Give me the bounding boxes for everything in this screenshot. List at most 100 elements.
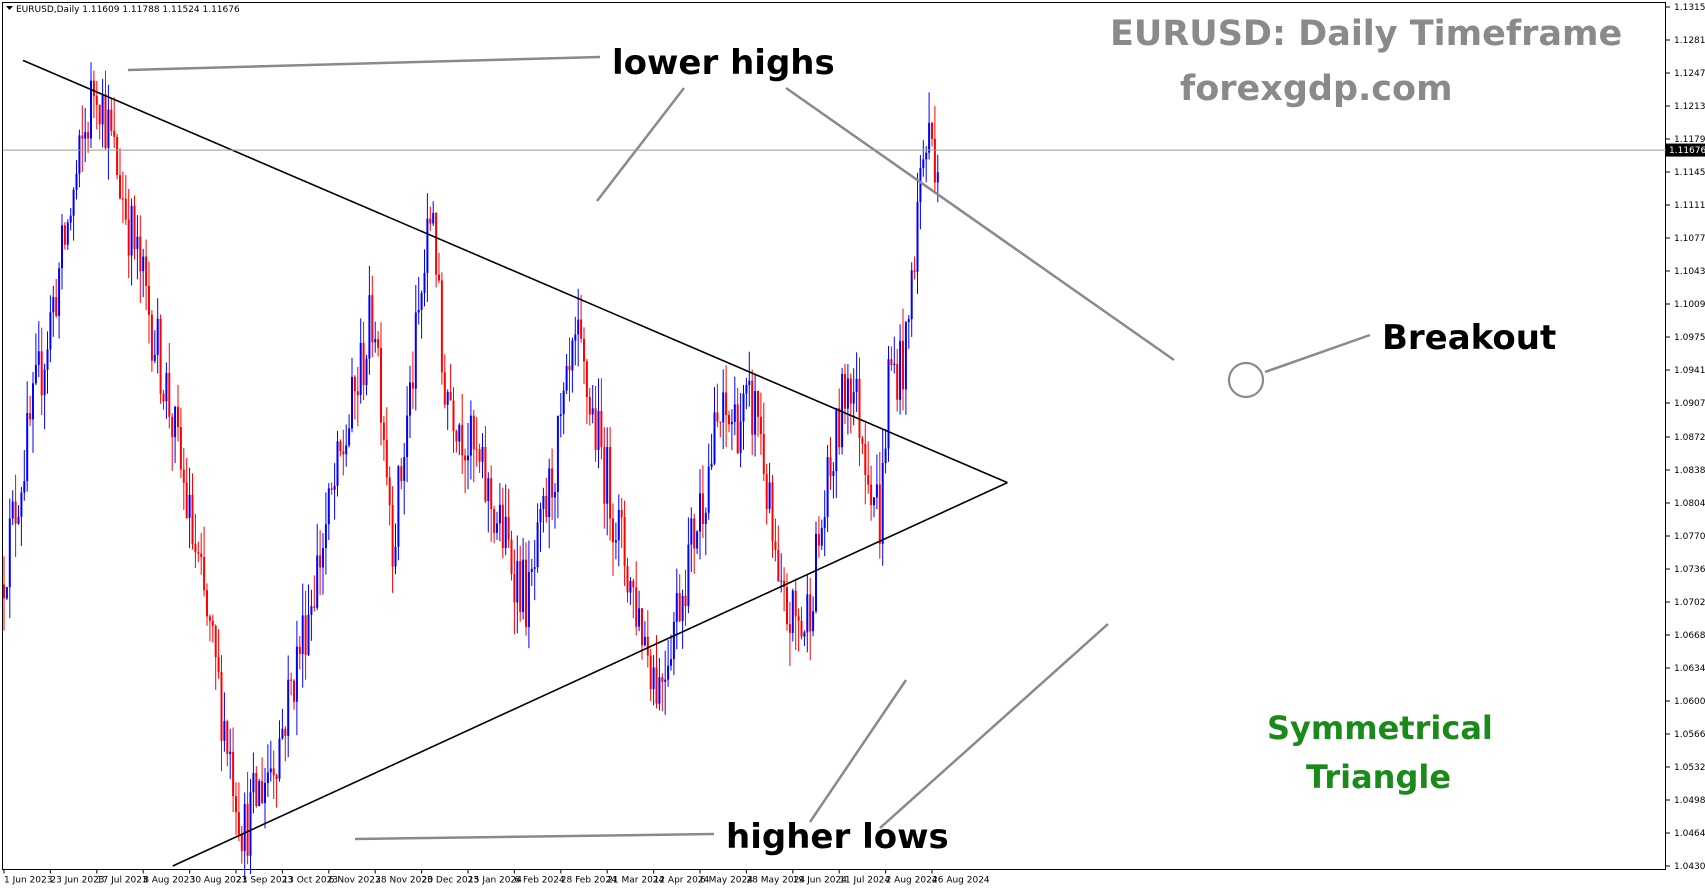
- time-tick-label: 23 Jun 2023: [50, 876, 104, 886]
- candle-body: [858, 378, 861, 439]
- candle: [351, 357, 353, 433]
- candle: [713, 387, 716, 466]
- candle: [168, 343, 171, 429]
- candle-body: [90, 80, 92, 139]
- candle: [159, 314, 162, 404]
- pattern-label-line2: Triangle: [1306, 758, 1451, 796]
- candle: [420, 290, 423, 339]
- candle-body: [565, 365, 568, 391]
- candle-body: [907, 319, 910, 323]
- candle-body: [701, 493, 704, 525]
- pointer-lower-high-2: [596, 87, 685, 202]
- candle: [875, 454, 878, 510]
- candle-body: [623, 517, 626, 567]
- candle: [293, 679, 295, 710]
- candle: [313, 575, 316, 612]
- candle: [365, 354, 368, 396]
- candle-body: [469, 415, 472, 456]
- candle-body: [736, 404, 739, 454]
- candle-body: [583, 338, 585, 362]
- trendline-upper[interactable]: [22, 59, 1008, 484]
- price-tick-label: 1.06000: [1674, 697, 1705, 707]
- candle-body: [58, 268, 61, 316]
- candle-body: [307, 614, 310, 655]
- candle: [380, 322, 382, 446]
- price-tick-label: 1.11450: [1674, 168, 1705, 178]
- candle-body: [153, 354, 156, 361]
- price-tick-label: 1.04300: [1674, 862, 1705, 872]
- candle: [484, 426, 487, 503]
- candle: [774, 518, 777, 562]
- candle-body: [258, 781, 261, 807]
- candle-body: [600, 410, 603, 448]
- candle-body: [855, 378, 858, 393]
- candle-body: [606, 447, 609, 504]
- time-tick-label: 6 Nov 2023: [329, 876, 381, 886]
- candle-body: [426, 218, 429, 273]
- candle-body: [324, 524, 327, 549]
- candle: [585, 358, 588, 425]
- candle-body: [11, 501, 14, 519]
- candle: [852, 368, 855, 426]
- candle-body: [545, 495, 548, 517]
- candle-body: [687, 544, 690, 607]
- candle: [742, 384, 745, 450]
- candle-body: [542, 495, 545, 509]
- candle: [156, 298, 159, 374]
- candle-body: [142, 256, 145, 272]
- candle-body: [870, 484, 873, 506]
- candle-body: [61, 225, 63, 269]
- candle: [759, 392, 762, 455]
- candle: [861, 436, 864, 455]
- candle: [928, 92, 931, 160]
- dropdown-triangle-icon[interactable]: [6, 6, 13, 10]
- candle: [786, 573, 788, 631]
- candle-body: [52, 297, 55, 313]
- candle-body: [467, 455, 469, 461]
- price-tick-label: 1.04980: [1674, 796, 1705, 806]
- candle-body: [649, 655, 652, 690]
- candle-body: [365, 358, 368, 386]
- candle: [298, 636, 301, 670]
- candle: [252, 752, 255, 814]
- candle-body: [904, 322, 907, 390]
- candle-body: [336, 441, 339, 486]
- candle: [278, 720, 281, 782]
- candle-body: [658, 677, 661, 704]
- candle-body: [936, 172, 939, 183]
- candle: [61, 213, 63, 290]
- candle: [43, 363, 46, 430]
- candle-body: [507, 516, 510, 540]
- trendline-lower[interactable]: [172, 481, 1008, 867]
- candle-body: [255, 773, 258, 807]
- candle-body: [194, 544, 197, 553]
- candle: [452, 387, 455, 453]
- candle: [345, 424, 348, 467]
- candle: [127, 188, 130, 279]
- candle-body: [382, 422, 385, 440]
- candle: [475, 416, 478, 467]
- candle: [826, 444, 829, 532]
- candle: [600, 378, 603, 460]
- candle-body: [878, 484, 881, 544]
- candle-body: [693, 518, 696, 549]
- candle: [150, 310, 153, 372]
- candle: [493, 505, 496, 544]
- pointer-breakout: [1264, 333, 1371, 374]
- candle-body: [182, 469, 185, 483]
- candle: [200, 532, 203, 575]
- candle-body: [481, 446, 484, 462]
- time-tick-label: 8 Aug 2023: [143, 876, 195, 886]
- candle-body: [409, 382, 411, 416]
- candle: [188, 467, 191, 549]
- candle-body: [754, 391, 757, 435]
- candle-body: [179, 427, 182, 470]
- candle: [55, 279, 58, 318]
- candle: [264, 767, 266, 829]
- candle: [423, 249, 426, 307]
- candle-body: [278, 738, 281, 779]
- candle-body: [458, 424, 461, 442]
- candle: [417, 276, 420, 325]
- candle: [426, 193, 429, 302]
